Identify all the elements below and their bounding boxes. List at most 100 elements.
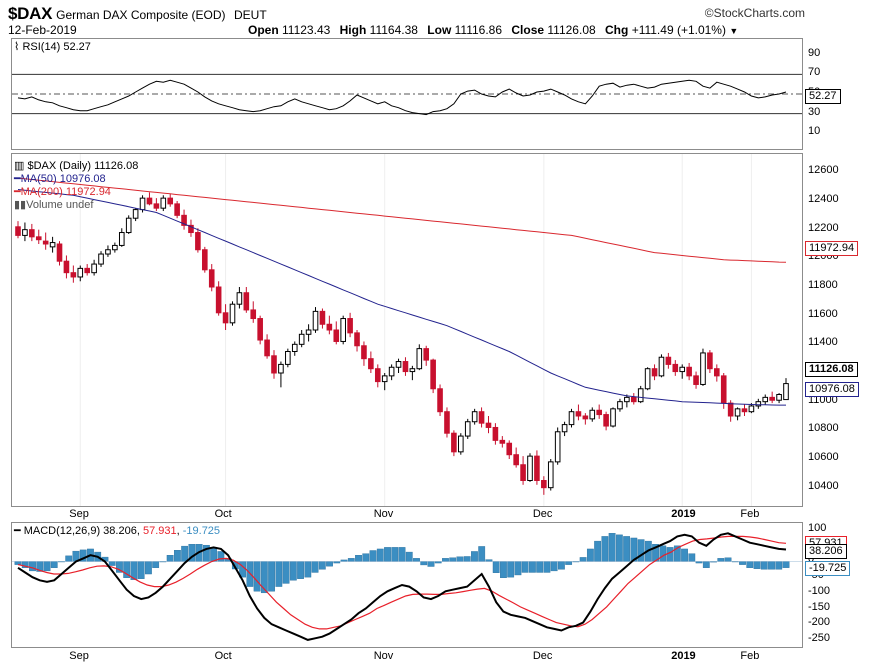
- candle-body: [42, 240, 49, 245]
- candle-body: [714, 368, 720, 377]
- candle-body: [541, 480, 547, 489]
- candle-body: [63, 260, 70, 274]
- candle-body: [347, 318, 353, 334]
- candle-body: [250, 309, 257, 320]
- exchange: DEUT: [233, 8, 267, 22]
- candle-body: [243, 292, 250, 311]
- macd-histogram-bar: [478, 546, 486, 562]
- macd-histogram-bar: [717, 558, 725, 562]
- candle-body: [160, 197, 167, 209]
- candle-body: [658, 356, 665, 377]
- candle-body: [727, 402, 734, 417]
- candle-body: [340, 318, 346, 342]
- candle-body: [575, 411, 582, 417]
- candle-body: [84, 267, 90, 274]
- rsi-legend-text: RSI(14) 52.27: [22, 41, 91, 53]
- candle-body: [506, 442, 513, 456]
- candle-body: [208, 269, 215, 288]
- candle-body: [776, 394, 782, 401]
- candle-body: [291, 343, 298, 352]
- macd-histogram-bar: [173, 550, 181, 562]
- price-legend: ▥ $DAX (Daily) 11126.08 ━MA(50) 10976.08…: [14, 160, 138, 212]
- candle-body: [478, 411, 485, 424]
- macd-histogram-bar: [405, 551, 413, 562]
- macd-histogram-bar: [565, 561, 573, 565]
- candle-body: [707, 352, 713, 370]
- candle-body: [492, 426, 499, 441]
- rsi-tick-label: 10: [808, 125, 821, 138]
- candle-body: [188, 224, 194, 234]
- macd-histogram-bar: [260, 561, 268, 594]
- candle-body: [464, 421, 471, 437]
- macd-histogram-bar: [210, 547, 218, 562]
- macd-histogram-bar: [557, 561, 565, 570]
- ma200-line-icon: ━: [14, 186, 21, 198]
- candle-body: [513, 454, 519, 466]
- symbol: $DAX: [8, 4, 53, 23]
- macd-histogram-bar: [355, 555, 362, 562]
- macd-histogram-bar: [326, 561, 333, 567]
- candle-body: [215, 286, 222, 314]
- close-value: 11126.08: [547, 23, 596, 37]
- macd-histogram-bar: [420, 561, 428, 566]
- macd-histogram-bar: [166, 555, 174, 562]
- macd-histogram-bar: [543, 561, 551, 573]
- macd-histogram-bar: [318, 561, 326, 570]
- candle-body: [485, 422, 492, 428]
- month-label: Nov: [373, 650, 394, 662]
- candle-body: [153, 203, 160, 209]
- candle-body: [783, 383, 789, 401]
- candle-body: [437, 388, 443, 413]
- macd-histogram-bar: [282, 561, 290, 584]
- candle-body: [561, 424, 568, 433]
- candle-body: [762, 396, 769, 403]
- chg-label: Chg: [605, 23, 629, 37]
- high-value: 11164.38: [369, 23, 418, 37]
- candle-body: [471, 411, 478, 423]
- candle-body: [527, 455, 533, 481]
- candle-body: [755, 401, 762, 407]
- candle-body: [236, 292, 243, 305]
- macd-histogram-bar: [746, 561, 754, 568]
- macd-line: [17, 532, 787, 641]
- macd-tick-label: -200: [808, 616, 831, 629]
- macd-histogram-bar: [29, 561, 36, 572]
- candle-body: [720, 375, 727, 404]
- macd-panel: [11, 522, 803, 648]
- price-tick-label: 12200: [808, 221, 839, 234]
- close-tag: 11126.08: [805, 362, 858, 377]
- candle-body: [77, 267, 84, 278]
- instrument-name: German DAX Composite (EOD): [56, 8, 226, 22]
- candle-body: [354, 332, 360, 347]
- macd-histogram-bar: [456, 556, 464, 562]
- macd-histogram-bar: [659, 545, 667, 562]
- month-label: Sep: [69, 650, 89, 662]
- candle-body: [402, 361, 409, 373]
- macd-tick-label: 100: [808, 522, 827, 535]
- macd-legend-signal: 57.931: [142, 525, 177, 537]
- candle-body: [333, 329, 340, 342]
- macd-histogram-bar: [275, 561, 283, 587]
- candle-body: [257, 318, 263, 341]
- candle-body: [229, 303, 236, 324]
- ohlc-summary: Open 11123.43 High 11164.38 Low 11116.86…: [248, 23, 738, 37]
- candle-body: [278, 363, 284, 374]
- candle-body: [589, 409, 596, 420]
- candle-body: [388, 366, 395, 377]
- candle-body: [132, 209, 139, 219]
- candle-body: [679, 366, 686, 373]
- candle-body: [105, 249, 111, 255]
- candle-body: [430, 359, 436, 390]
- macd-histogram-bar: [550, 561, 558, 572]
- candle-body: [637, 388, 644, 403]
- macd-legend-name: MACD(12,26,9): [23, 525, 101, 537]
- macd-histogram-bar: [529, 561, 536, 573]
- candle-body: [596, 409, 602, 416]
- price-tick-label: 10400: [808, 479, 839, 492]
- open-value: 11123.43: [282, 23, 331, 37]
- rsi-tick-label: 90: [808, 46, 821, 59]
- candle-body: [195, 232, 201, 251]
- macd-histogram-bar: [492, 561, 500, 573]
- candle-body: [271, 355, 277, 374]
- rsi-legend: ⌇ RSI(14) 52.27: [14, 40, 91, 53]
